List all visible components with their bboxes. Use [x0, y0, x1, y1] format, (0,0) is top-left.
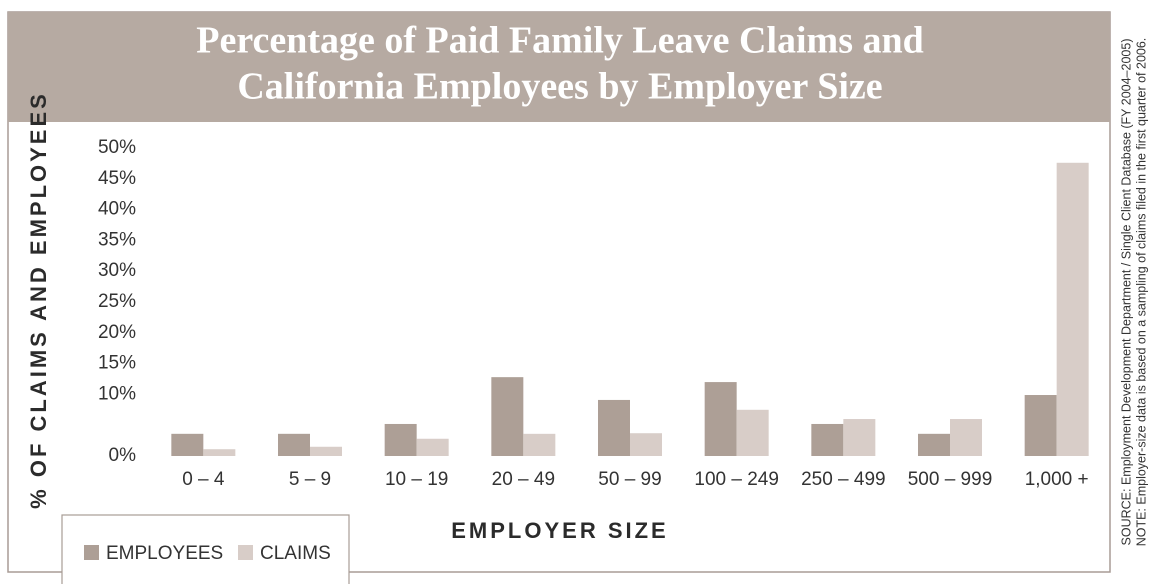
- x-tick-label: 0 – 4: [182, 469, 225, 490]
- legend-label: CLAIMS: [260, 543, 331, 564]
- bar: [918, 433, 950, 456]
- bar: [1024, 395, 1057, 456]
- bar: [736, 409, 769, 456]
- x-tick-label: 10 – 19: [385, 469, 448, 490]
- legend-swatch: [84, 545, 99, 560]
- bar: [203, 449, 236, 456]
- x-tick-label: 5 – 9: [289, 469, 331, 490]
- bar: [171, 433, 204, 456]
- source-note: SOURCE: Employment Development Departmen…: [1119, 39, 1133, 546]
- bar: [843, 419, 876, 456]
- y-tick-label: 30%: [98, 260, 136, 281]
- bar: [811, 423, 844, 456]
- footnote: NOTE: Employer-size data is based on a s…: [1134, 38, 1148, 547]
- bar: [630, 433, 662, 456]
- bar: [598, 399, 630, 456]
- legend-box: [61, 514, 350, 584]
- y-tick-label: 15%: [98, 353, 136, 374]
- y-tick-label: 35%: [98, 229, 136, 250]
- x-tick-label: 50 – 99: [598, 469, 661, 490]
- y-axis-title: % OF CLAIMS AND EMPLOYEES: [26, 91, 51, 509]
- chart-title: California Employees by Employer Size: [237, 66, 882, 108]
- x-tick-label: 500 – 999: [908, 469, 993, 490]
- x-tick-label: 20 – 49: [492, 469, 555, 490]
- bar: [704, 382, 737, 456]
- x-axis-title: EMPLOYER SIZE: [451, 518, 668, 543]
- bar: [384, 423, 417, 456]
- bar: [278, 433, 310, 456]
- bar: [416, 438, 449, 456]
- bar: [523, 433, 556, 456]
- chart-title: Percentage of Paid Family Leave Claims a…: [196, 20, 924, 62]
- bar: [310, 446, 342, 456]
- legend-swatch: [238, 545, 253, 560]
- x-tick-label: 250 – 499: [801, 469, 886, 490]
- title-band: [8, 12, 1110, 122]
- y-tick-label: 0%: [109, 445, 137, 466]
- bar: [950, 419, 982, 456]
- y-tick-label: 10%: [98, 383, 136, 404]
- legend-label: EMPLOYEES: [106, 543, 223, 564]
- y-tick-label: 50%: [98, 137, 136, 158]
- bar: [1056, 162, 1089, 456]
- x-tick-label: 100 – 249: [694, 469, 779, 490]
- x-tick-label: 1,000 +: [1025, 469, 1089, 490]
- bar: [491, 377, 524, 456]
- y-tick-label: 40%: [98, 199, 136, 220]
- y-tick-label: 20%: [98, 322, 136, 343]
- y-tick-label: 45%: [98, 168, 136, 189]
- y-tick-label: 25%: [98, 291, 136, 312]
